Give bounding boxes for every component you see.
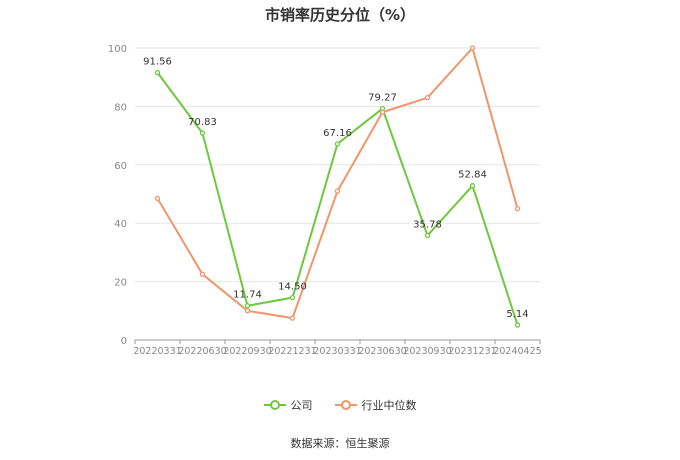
- industry-median-point: [469, 45, 476, 51]
- legend-item-industry-median[interactable]: 行业中位数: [334, 397, 417, 413]
- company-point: [469, 183, 476, 189]
- company-point: [289, 295, 296, 301]
- data-label: 11.74: [233, 290, 262, 301]
- x-tick-label: 20220930: [223, 346, 271, 357]
- data-label: 70.83: [188, 117, 217, 128]
- legend-swatch-industry-median: [334, 400, 357, 410]
- x-tick-label: 20221231: [268, 346, 316, 357]
- legend-item-company[interactable]: 公司: [263, 397, 313, 413]
- company-point: [514, 322, 521, 328]
- x-tick-label: 20240425: [493, 346, 541, 357]
- x-tick-label: 20230630: [358, 346, 406, 357]
- data-label: 79.27: [368, 93, 397, 104]
- company-line: [156, 72, 519, 326]
- industry-median-point: [424, 94, 431, 101]
- company-point: [424, 232, 431, 239]
- x-tick-label: 20220331: [133, 346, 181, 357]
- industry-median-point: [379, 109, 386, 115]
- chart-title: 市销率历史分位（%）: [264, 6, 416, 24]
- x-tick-label: 20220630: [178, 346, 226, 357]
- x-tick-label: 20231231: [448, 346, 496, 357]
- industry-median-point: [334, 188, 341, 194]
- industry-median-point: [289, 315, 296, 321]
- legend-label-industry-median: 行业中位数: [361, 399, 417, 412]
- y-tick-label: 40: [114, 219, 127, 230]
- company-point: [154, 69, 161, 76]
- y-tick-label: 80: [114, 102, 127, 113]
- y-tick-label: 60: [114, 161, 127, 172]
- y-tick-label: 20: [114, 278, 127, 289]
- industry-median-point: [199, 271, 206, 277]
- industry-median-line: [156, 45, 519, 320]
- industry-median-point: [244, 308, 251, 314]
- data-label: 91.56: [143, 57, 172, 68]
- industry-median-point: [154, 195, 161, 202]
- x-tick-label: 20230930: [403, 346, 451, 357]
- data-label: 35.78: [413, 220, 442, 231]
- company-point: [244, 303, 251, 309]
- data-label: 5.14: [506, 309, 528, 320]
- y-tick-label: 0: [121, 336, 127, 347]
- company-point: [199, 130, 206, 136]
- industry-median-point: [514, 205, 521, 212]
- data-label: 52.84: [458, 170, 487, 181]
- legend-swatch-company: [263, 400, 286, 410]
- data-label: 14.50: [278, 282, 307, 293]
- source-note: 数据来源：恒生聚源: [290, 437, 390, 450]
- legend: 公司 行业中位数: [0, 397, 680, 413]
- legend-label-company: 公司: [290, 399, 313, 412]
- data-label: 67.16: [323, 128, 352, 139]
- y-tick-label: 100: [108, 44, 127, 55]
- x-tick-label: 20230331: [313, 346, 361, 357]
- company-point: [334, 141, 341, 147]
